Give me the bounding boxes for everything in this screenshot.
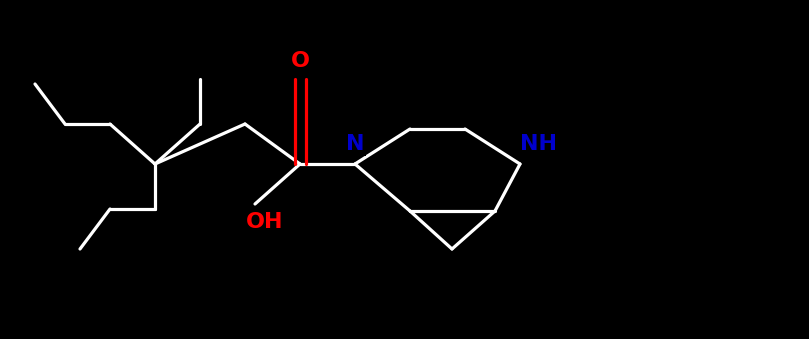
Text: NH: NH <box>519 134 557 154</box>
Text: N: N <box>345 134 364 154</box>
Text: OH: OH <box>246 212 284 232</box>
Text: O: O <box>290 51 310 71</box>
